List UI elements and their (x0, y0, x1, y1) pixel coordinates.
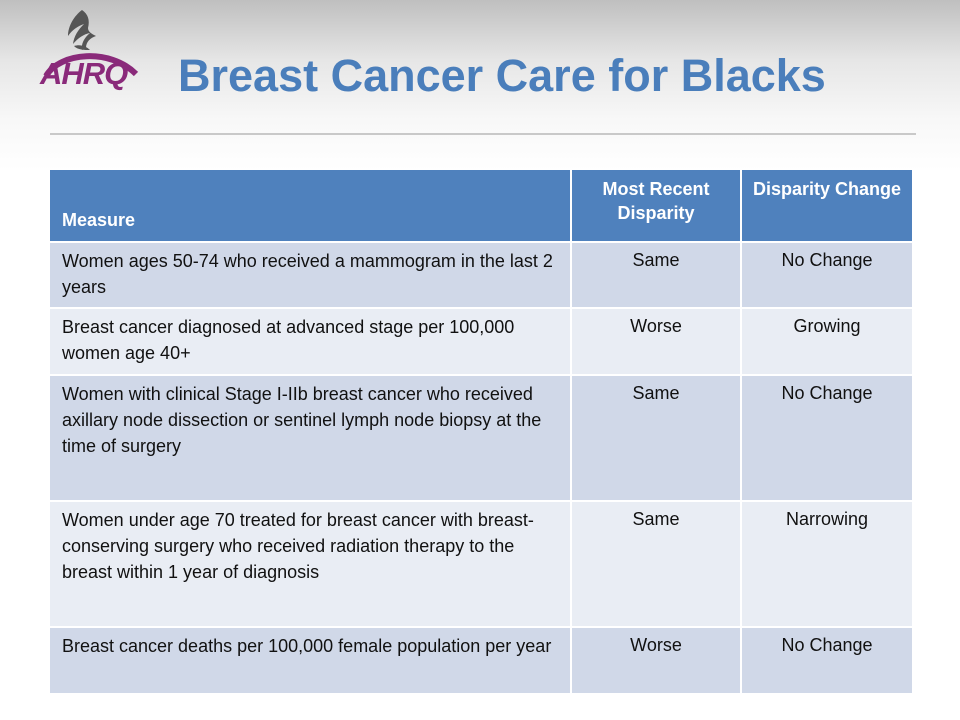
change-cell: No Change (740, 241, 914, 309)
ahrq-wordmark: AHRQ (40, 56, 128, 91)
table-header-row: Measure Most Recent Disparity Disparity … (48, 168, 914, 243)
disparity-cell: Same (570, 374, 742, 502)
disparity-cell: Same (570, 500, 742, 628)
table-row: Women under age 70 treated for breast ca… (48, 500, 914, 628)
change-cell: No Change (740, 374, 914, 502)
ahrq-arc-icon (43, 53, 139, 78)
table-row: Women with clinical Stage I-IIb breast c… (48, 374, 914, 502)
page-title: Breast Cancer Care for Blacks (178, 50, 826, 101)
change-cell: No Change (740, 626, 914, 695)
hhs-eagle-icon (68, 10, 96, 50)
table-row: Women ages 50-74 who received a mammogra… (48, 241, 914, 309)
measure-cell: Women under age 70 treated for breast ca… (48, 500, 572, 628)
table-row: Breast cancer diagnosed at advanced stag… (48, 307, 914, 376)
disparity-cell: Same (570, 241, 742, 309)
table-row: Breast cancer deaths per 100,000 female … (48, 626, 914, 695)
header-disparity-change: Disparity Change (740, 168, 914, 243)
disparity-cell: Worse (570, 626, 742, 695)
change-cell: Narrowing (740, 500, 914, 628)
measure-cell: Women ages 50-74 who received a mammogra… (48, 241, 572, 309)
title-divider (50, 133, 916, 135)
ahrq-logo: AHRQ (38, 6, 144, 96)
header-most-recent-disparity: Most Recent Disparity (570, 168, 742, 243)
header-measure: Measure (48, 168, 572, 243)
measure-cell: Women with clinical Stage I-IIb breast c… (48, 374, 572, 502)
disparity-table: Measure Most Recent Disparity Disparity … (48, 168, 914, 695)
change-cell: Growing (740, 307, 914, 376)
measure-cell: Breast cancer deaths per 100,000 female … (48, 626, 572, 695)
disparity-cell: Worse (570, 307, 742, 376)
measure-cell: Breast cancer diagnosed at advanced stag… (48, 307, 572, 376)
